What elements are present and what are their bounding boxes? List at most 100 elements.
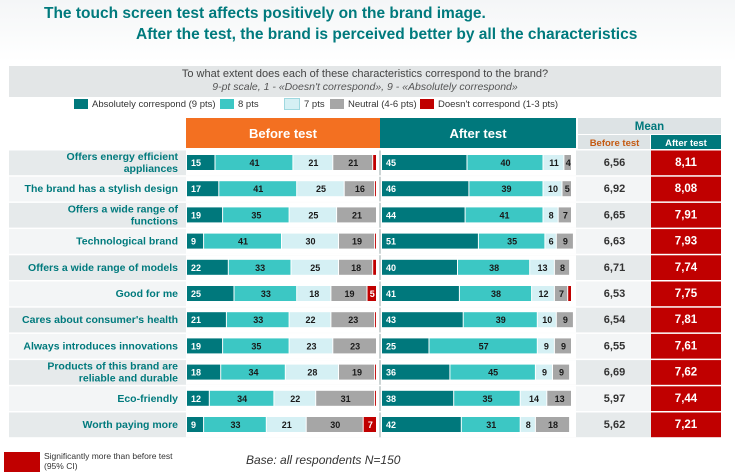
bar-segment (226, 312, 289, 328)
category-label: Cares about consumer's health (22, 314, 178, 326)
bar-segment (382, 155, 467, 170)
bar-segment (297, 181, 344, 197)
data-label: 8 (526, 420, 531, 430)
data-label: 15 (191, 158, 201, 168)
chart-legend: Absolutely correspond (9 pts) 8 pts 7 pts N… (74, 97, 614, 111)
category-label-line: Products of this brand are (47, 361, 178, 373)
data-label: 22 (191, 263, 201, 273)
data-label: 9 (542, 368, 547, 378)
bar-segment (306, 417, 363, 432)
mean-before-value: 5,97 (604, 393, 625, 405)
data-label: 30 (330, 420, 340, 430)
bar-segment (469, 181, 543, 197)
bar-segment (454, 390, 520, 406)
bar-segment (458, 259, 530, 275)
data-label: 11 (549, 158, 559, 168)
mean-before-value: 6,65 (604, 209, 625, 221)
legend-swatch (284, 98, 300, 110)
question-text: To what extent does each of these charac… (181, 68, 549, 80)
bar-segment (266, 417, 306, 432)
data-label: 45 (488, 368, 498, 378)
data-label: 35 (482, 394, 492, 404)
bar-segment (459, 286, 532, 301)
bar-segment (382, 181, 469, 197)
data-label: 45 (386, 158, 396, 168)
data-label: 5 (565, 184, 570, 194)
header-background (0, 0, 735, 62)
bar-segment (520, 417, 535, 432)
bar-segment (187, 417, 204, 432)
data-label: 19 (352, 368, 362, 378)
bar-segment (333, 155, 373, 170)
legend-item: 8 pts (220, 98, 259, 110)
mean-after-cell (651, 281, 721, 307)
bar-segment (382, 259, 457, 275)
bar-segment (316, 390, 375, 406)
data-label: 43 (386, 315, 396, 325)
bar-segment (375, 364, 376, 380)
bar-segment (373, 155, 376, 170)
data-label: 22 (290, 394, 300, 404)
mean-after-cell (651, 333, 721, 359)
bar-segment (339, 364, 375, 380)
category-label: The brand has a stylish design (25, 183, 178, 195)
bar-segment (461, 417, 520, 432)
data-label: 9 (559, 368, 564, 378)
bar-segment (187, 155, 215, 170)
category-label: Offers a wide range of functions (68, 203, 179, 227)
data-label: 41 (500, 210, 510, 220)
bar-segment (291, 259, 338, 275)
category-label: Good for me (116, 288, 179, 300)
bar-segment (274, 390, 316, 406)
data-label: 21 (352, 210, 362, 220)
data-label: 9 (563, 315, 568, 325)
mean-after-value: 7,44 (675, 393, 698, 405)
data-label: 30 (305, 237, 315, 247)
bar-segment (373, 259, 376, 275)
data-label: 38 (386, 394, 396, 404)
bar-segment (375, 312, 376, 328)
data-label: 44 (386, 210, 396, 220)
data-label: 38 (489, 263, 499, 273)
data-label: 9 (563, 237, 568, 247)
bar-segment (187, 233, 204, 249)
data-label: 41 (386, 289, 396, 299)
bar-segment (520, 390, 547, 406)
bar-segment (339, 259, 373, 275)
bar-segment (187, 338, 223, 354)
legend-swatch (74, 99, 88, 109)
data-label: 42 (386, 420, 396, 430)
data-label: 10 (542, 315, 552, 325)
category-label: Offers a wide range of models (28, 262, 178, 274)
bar-segment (187, 181, 219, 197)
bar-segment (215, 155, 293, 170)
bar-segment (339, 233, 375, 249)
bar-segment (187, 364, 221, 380)
after-test-header (380, 118, 576, 148)
bar-segment (554, 286, 568, 301)
data-label: 41 (249, 158, 259, 168)
data-label: 16 (355, 184, 365, 194)
data-label: 39 (501, 184, 511, 194)
data-label: 35 (251, 210, 261, 220)
bar-segment (375, 390, 376, 406)
data-label: 33 (255, 263, 265, 273)
bar-segment (337, 207, 376, 223)
data-label: 12 (191, 394, 201, 404)
bar-segment (558, 207, 571, 223)
bar-segment (382, 338, 429, 354)
bar-segment (331, 312, 375, 328)
data-label: 21 (308, 158, 318, 168)
data-label: 18 (191, 368, 201, 378)
data-label: 34 (248, 368, 258, 378)
category-label-line: appliances (124, 163, 178, 175)
data-label: 9 (191, 237, 196, 247)
data-label: 9 (191, 420, 196, 430)
data-label: 39 (496, 315, 506, 325)
mean-after-cell (651, 255, 721, 280)
bar-segment (532, 286, 554, 301)
before-test-header-label: Before test (249, 126, 318, 141)
legend-label: Doesn't correspond (1-3 pts) (438, 98, 559, 110)
mean-after-value: 7,74 (675, 262, 698, 274)
